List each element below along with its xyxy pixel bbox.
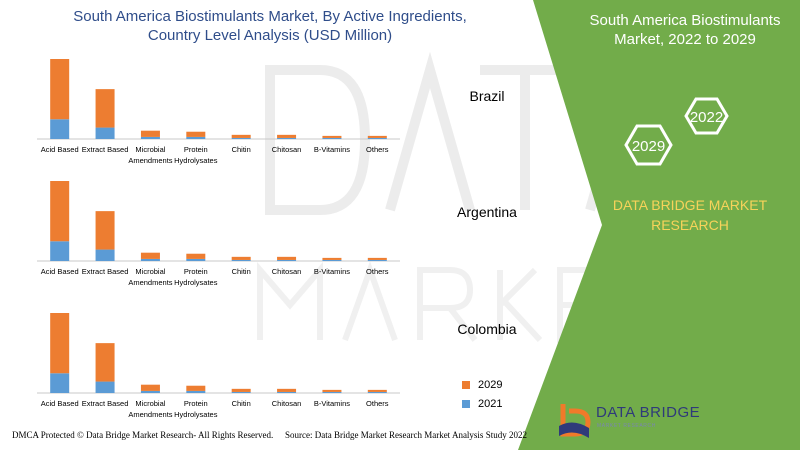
category-label: Chitin xyxy=(232,267,251,276)
bar-2021-colombia-6 xyxy=(322,391,342,393)
bar-2021-argentina-4 xyxy=(231,259,251,261)
bar-2029-brazil-1 xyxy=(95,89,115,128)
chart-title-line2: Country Level Analysis (USD Million) xyxy=(147,27,393,44)
category-label: Hydrolysates xyxy=(174,278,218,287)
legend-label-2029: 2029 xyxy=(478,378,503,391)
bar-2029-argentina-3 xyxy=(186,253,206,259)
data-bridge-logo-icon xyxy=(559,404,591,438)
country-label-colombia: Colombia xyxy=(457,321,517,337)
category-label: Hydrolysates xyxy=(174,156,218,165)
category-label: Acid Based xyxy=(41,399,79,408)
bar-2021-brazil-3 xyxy=(186,136,206,139)
side-title-line1: South America Biostimulants xyxy=(589,12,781,29)
bar-2029-brazil-4 xyxy=(231,134,251,138)
bar-2021-argentina-2 xyxy=(140,258,160,261)
bar-2029-colombia-0 xyxy=(50,313,70,374)
legend-item-2029: 2029 xyxy=(462,375,502,394)
category-label: Amendments xyxy=(128,410,172,419)
country-label-argentina: Argentina xyxy=(457,204,517,220)
category-label: Protein xyxy=(184,399,208,408)
bar-2021-brazil-4 xyxy=(231,137,251,139)
bar-2029-colombia-7 xyxy=(367,389,387,392)
bar-2029-brazil-0 xyxy=(50,59,70,120)
category-label: Microbial xyxy=(135,399,165,408)
chart-legend: 2029 2021 xyxy=(462,375,502,413)
bar-2029-colombia-4 xyxy=(231,388,251,392)
bar-2021-brazil-1 xyxy=(95,127,115,139)
bar-2021-brazil-0 xyxy=(50,119,70,139)
country-label-brazil: Brazil xyxy=(469,88,505,104)
bar-2021-colombia-1 xyxy=(95,381,115,393)
category-label: Protein xyxy=(184,267,208,276)
side-research-line1: DATA BRIDGE MARKET xyxy=(612,197,768,213)
chart-title-line1: South America Biostimulants Market, By A… xyxy=(73,8,467,25)
bar-2021-argentina-1 xyxy=(95,249,115,261)
bar-2029-colombia-3 xyxy=(186,385,206,391)
hex-year-2029: 2029 xyxy=(632,138,665,155)
legend-swatch-2021 xyxy=(462,399,470,408)
bar-2029-argentina-1 xyxy=(95,211,115,250)
category-label: Extract Based xyxy=(82,145,129,154)
bar-2021-brazil-2 xyxy=(140,136,160,139)
year-hexagons: 2022 2029 xyxy=(624,97,729,166)
category-label: Chitosan xyxy=(272,399,302,408)
category-label: Chitin xyxy=(232,399,251,408)
logo-subtext: MARKET RESEARCH xyxy=(597,423,656,429)
bar-2029-colombia-5 xyxy=(277,388,297,392)
side-research-label: DATA BRIDGE MARKET RESEARCH xyxy=(590,195,790,235)
category-label: Microbial xyxy=(135,145,165,154)
legend-swatch-2029 xyxy=(462,380,470,389)
bar-2029-colombia-1 xyxy=(95,343,115,382)
footer-copyright: DMCA Protected © Data Bridge Market Rese… xyxy=(12,430,274,440)
logo-wordmark: DATA BRIDGE xyxy=(596,404,701,421)
bar-2029-colombia-6 xyxy=(322,389,342,392)
category-label: Extract Based xyxy=(82,267,129,276)
side-title-line2: Market, 2022 to 2029 xyxy=(614,31,756,48)
category-label: B-Vitamins xyxy=(314,399,350,408)
bar-2021-colombia-5 xyxy=(277,391,297,393)
bar-2021-colombia-7 xyxy=(367,391,387,393)
category-label: Protein xyxy=(184,145,208,154)
legend-item-2021: 2021 xyxy=(462,394,502,413)
bar-2029-colombia-2 xyxy=(140,384,160,391)
bar-2021-argentina-3 xyxy=(186,258,206,261)
side-title: South America Biostimulants Market, 2022… xyxy=(575,11,795,49)
bar-2029-argentina-2 xyxy=(140,252,160,259)
category-label: Hydrolysates xyxy=(174,410,218,419)
category-label: Amendments xyxy=(128,278,172,287)
bar-2021-argentina-0 xyxy=(50,241,70,261)
bar-2021-colombia-3 xyxy=(186,390,206,393)
side-research-line2: RESEARCH xyxy=(651,217,729,233)
category-label: Microbial xyxy=(135,267,165,276)
hex-year-2022: 2022 xyxy=(690,109,723,126)
hexagon-2029 xyxy=(624,124,673,166)
category-label: Acid Based xyxy=(41,267,79,276)
category-label: Extract Based xyxy=(82,399,129,408)
hexagon-2022 xyxy=(684,97,729,135)
bar-2029-brazil-2 xyxy=(140,130,160,137)
category-label: Others xyxy=(366,399,389,408)
legend-label-2021: 2021 xyxy=(478,397,503,410)
bar-2029-argentina-0 xyxy=(50,181,70,242)
bar-2021-colombia-4 xyxy=(231,391,251,393)
category-label: Acid Based xyxy=(41,145,79,154)
bar-2021-colombia-2 xyxy=(140,390,160,393)
category-label: Chitin xyxy=(232,145,251,154)
bar-2029-brazil-3 xyxy=(186,131,206,137)
bar-2029-argentina-4 xyxy=(231,256,251,260)
category-label: Amendments xyxy=(128,156,172,165)
footer-source: Source: Data Bridge Market Research Mark… xyxy=(285,430,527,440)
bar-2021-colombia-0 xyxy=(50,373,70,393)
chart-title: South America Biostimulants Market, By A… xyxy=(60,7,480,45)
